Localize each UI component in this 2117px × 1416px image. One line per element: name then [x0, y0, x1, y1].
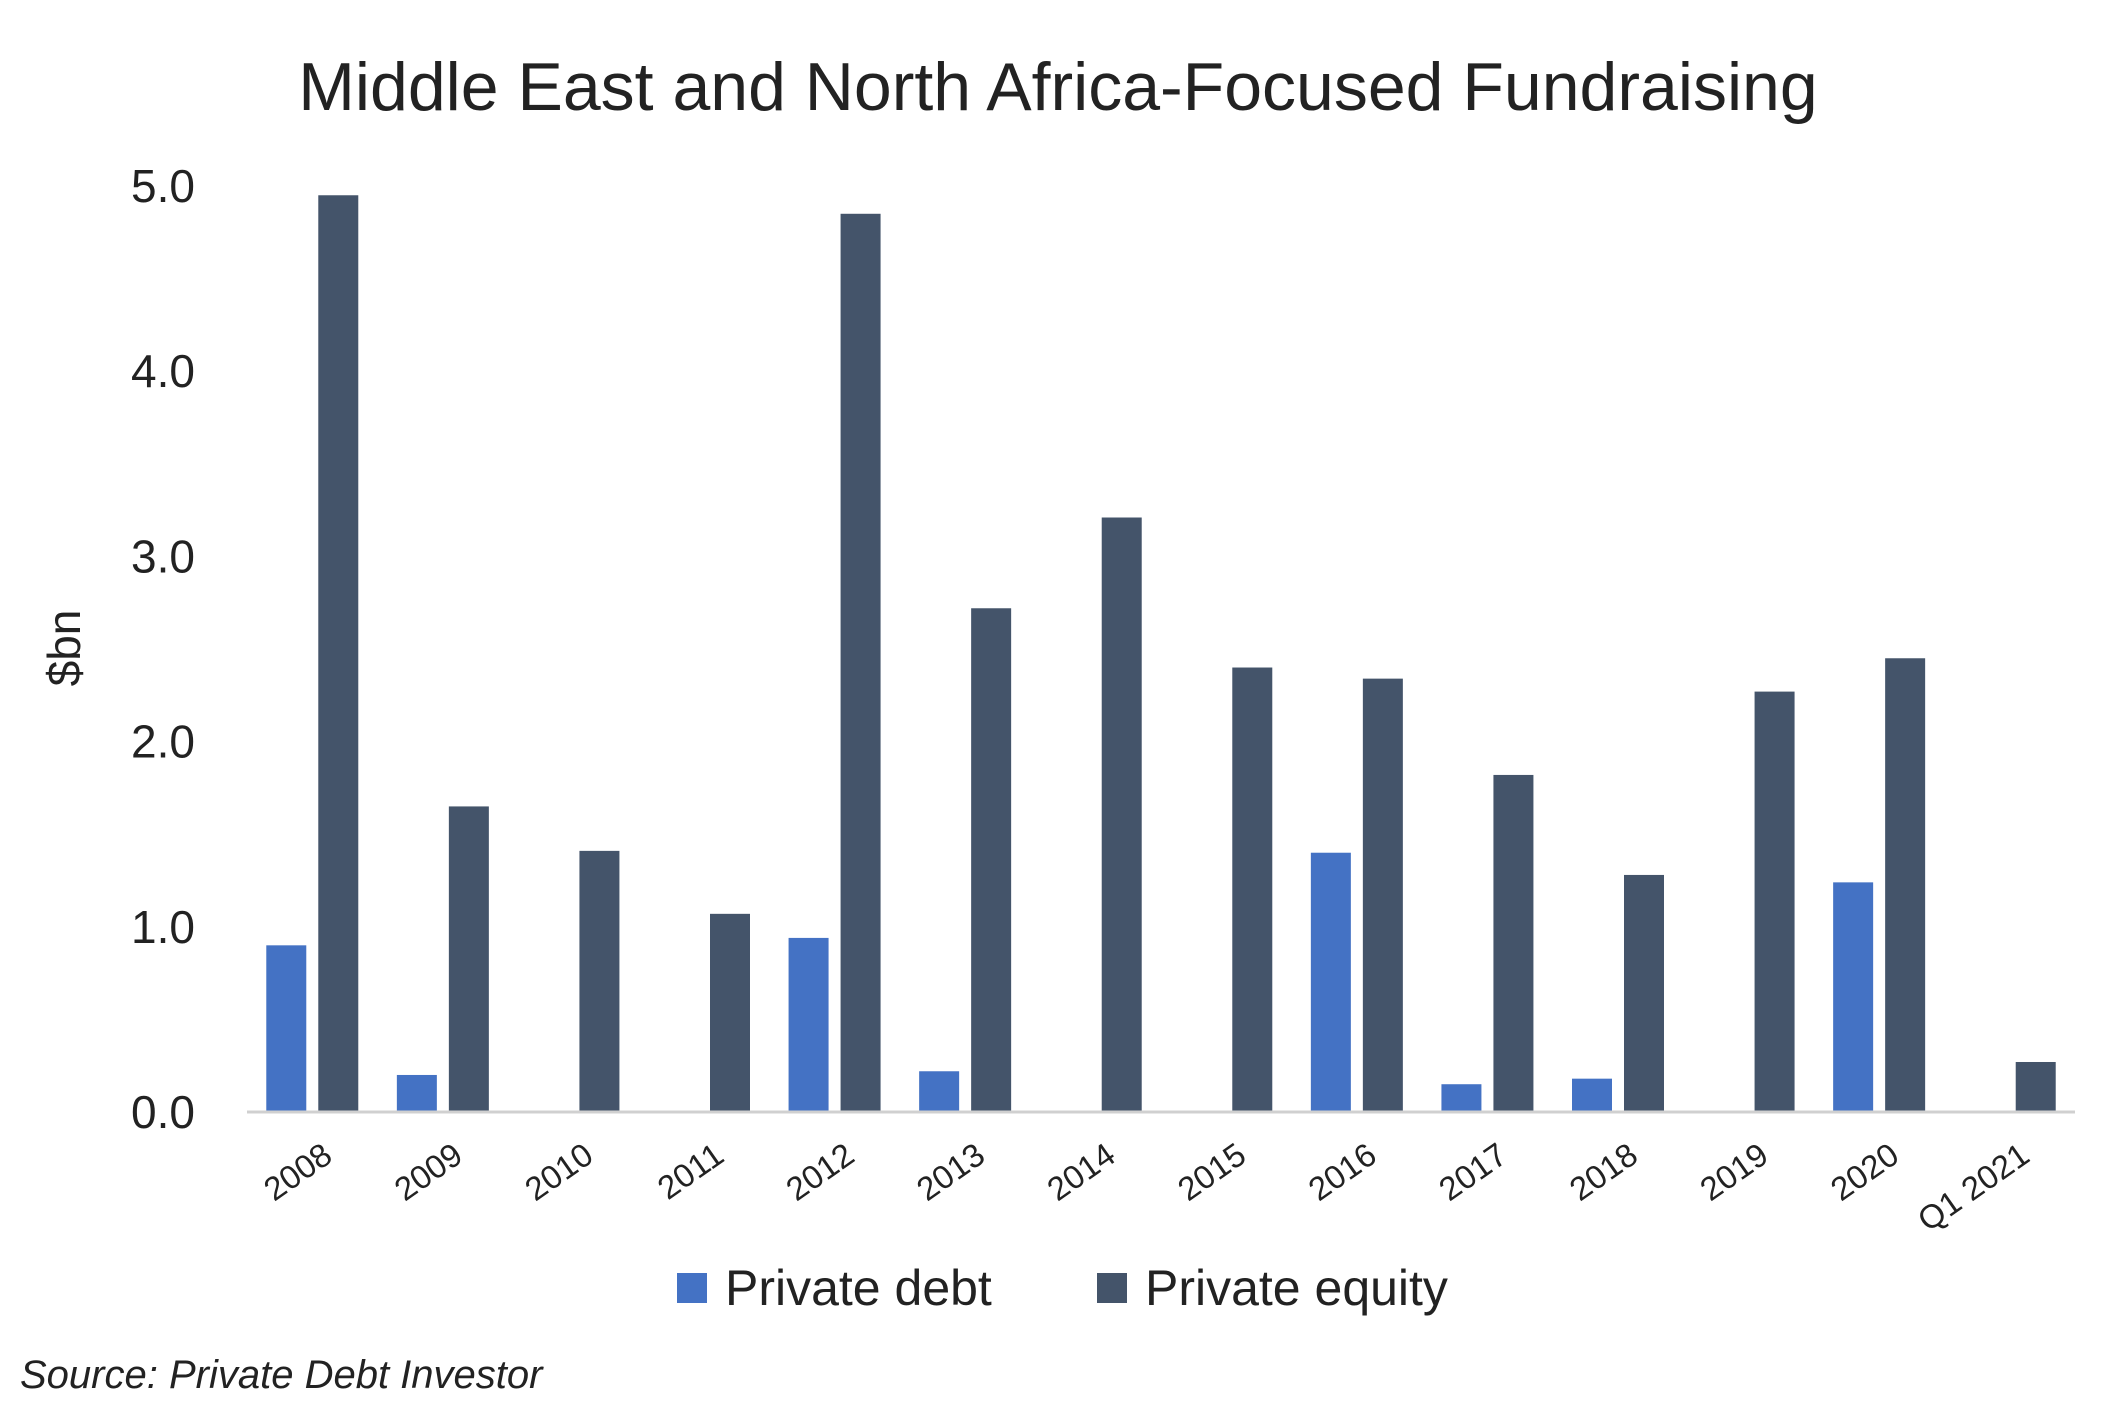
- legend-swatch-private-equity: [1097, 1273, 1127, 1303]
- bar-private-equity-2013: [971, 608, 1012, 1112]
- bar-private-equity-2016: [1362, 678, 1403, 1112]
- legend-label-private-equity: Private equity: [1145, 1260, 1448, 1316]
- bar-private-equity-2010: [579, 850, 620, 1112]
- y-tick-label: 1.0: [131, 901, 195, 953]
- x-tick-label: 2020: [1824, 1135, 1905, 1207]
- x-tick-label: 2014: [1040, 1135, 1121, 1207]
- bar-private-equity-2009: [448, 806, 489, 1112]
- bar-private-equity-2017: [1493, 774, 1534, 1112]
- x-tick-label: 2017: [1432, 1135, 1513, 1207]
- y-tick-label: 5.0: [131, 160, 195, 212]
- bar-private-debt-2017: [1441, 1084, 1482, 1112]
- bar-private-debt-2012: [788, 937, 829, 1112]
- bar-private-equity-2008: [318, 195, 359, 1112]
- x-tick-label: 2018: [1563, 1135, 1644, 1207]
- x-tick-label: 2019: [1693, 1135, 1774, 1207]
- source-note: Source: Private Debt Investor: [20, 1353, 544, 1397]
- bar-private-debt-2016: [1310, 852, 1351, 1112]
- legend: Private debt Private equity: [677, 1260, 1448, 1316]
- bar-private-equity-2014: [1101, 517, 1142, 1112]
- bar-private-equity-2012: [840, 213, 881, 1112]
- y-axis-ticks: 0.0 1.0 2.0 3.0 4.0 5.0: [131, 160, 195, 1138]
- bar-private-equity-q1-2021: [2015, 1061, 2056, 1112]
- y-tick-label: 2.0: [131, 716, 195, 768]
- x-tick-label: 2010: [518, 1135, 599, 1207]
- bar-private-debt-2009: [396, 1074, 437, 1112]
- x-tick-label: 2012: [779, 1135, 860, 1207]
- x-tick-label: 2013: [910, 1135, 991, 1207]
- x-tick-label: 2015: [1171, 1135, 1252, 1207]
- x-tick-label: 2016: [1302, 1135, 1383, 1207]
- bar-private-debt-2018: [1572, 1078, 1612, 1112]
- bar-private-debt-2013: [919, 1071, 960, 1112]
- y-tick-label: 3.0: [131, 530, 195, 582]
- y-tick-label: 0.0: [131, 1086, 195, 1138]
- x-axis-ticks: 2008 2009 2010 2011 2012 2013 2014 2015 2016 2017…: [257, 1135, 2036, 1238]
- y-tick-label: 4.0: [131, 345, 195, 397]
- bars: [266, 195, 2056, 1112]
- legend-label-private-debt: Private debt: [725, 1260, 992, 1316]
- x-tick-label: Q1 2021: [1911, 1135, 2036, 1238]
- bar-private-debt-2020: [1833, 882, 1874, 1112]
- bar-private-equity-2018: [1624, 874, 1664, 1112]
- chart-title: Middle East and North Africa-Focused Fun…: [298, 49, 1817, 125]
- bar-private-debt-2008: [266, 945, 307, 1112]
- bar-private-equity-2015: [1232, 667, 1273, 1112]
- x-tick-label: 2011: [651, 1135, 730, 1206]
- legend-swatch-private-debt: [677, 1273, 707, 1303]
- bar-private-equity-2019: [1754, 691, 1795, 1112]
- bar-private-equity-2020: [1885, 658, 1926, 1112]
- x-tick-label: 2008: [257, 1135, 338, 1207]
- y-axis-label: $bn: [38, 610, 90, 687]
- x-tick-label: 2009: [388, 1135, 469, 1207]
- bar-private-equity-2011: [710, 913, 750, 1112]
